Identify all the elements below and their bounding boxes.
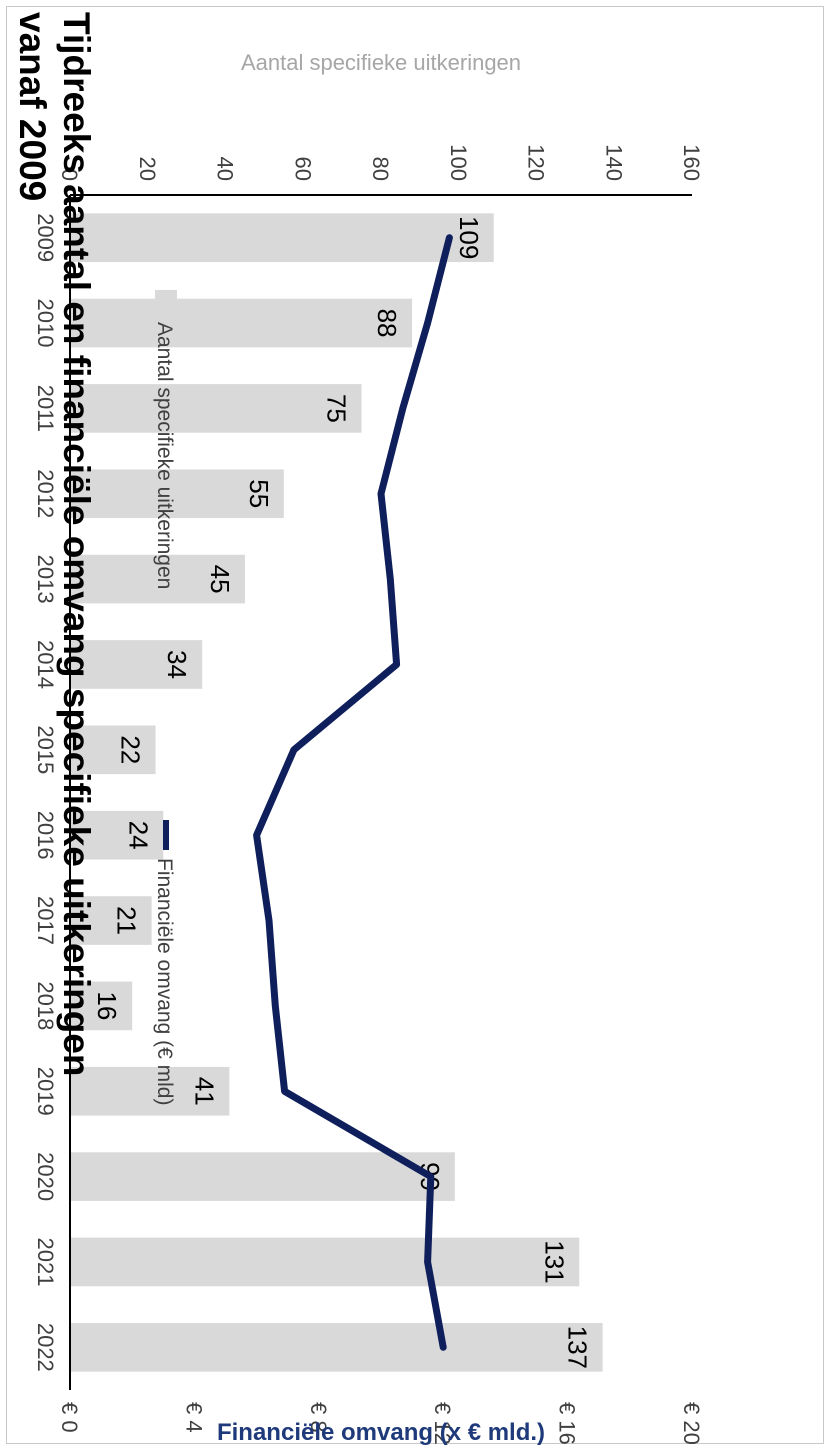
primary-axis-title: Aantal specifieke uitkeringen: [241, 50, 521, 75]
secondary-axis-tick-labels: € 0 € 4 € 8 € 12 € 16 € 20: [57, 1402, 704, 1445]
secondary-tick-5: € 20: [679, 1402, 704, 1445]
financiele-omvang-line: [253, 234, 453, 1351]
bar-2020: [70, 1152, 455, 1201]
secondary-tick-2: € 8: [306, 1402, 331, 1433]
x-tick-2016: 2016: [33, 811, 58, 860]
bar-label-2017: 21: [112, 906, 142, 935]
bar-label-2019: 41: [189, 1077, 219, 1106]
x-tick-2021: 2021: [33, 1237, 58, 1286]
bar-label-2012: 55: [244, 479, 274, 508]
bar-label-2011: 75: [322, 394, 352, 423]
bar-label-2013: 45: [205, 565, 235, 594]
bar-2019: [70, 1066, 230, 1116]
secondary-axis-title: Financiële omvang (x € mld.): [217, 1419, 545, 1446]
x-tick-2019: 2019: [33, 1067, 58, 1116]
secondary-tick-4: € 16: [555, 1402, 580, 1445]
bar-label-2018: 16: [92, 991, 122, 1020]
primary-tick-120: 120: [524, 144, 549, 181]
x-tick-2009: 2009: [33, 213, 58, 262]
primary-tick-0: 0: [57, 169, 82, 181]
bar-2013: [70, 554, 245, 604]
primary-axis-tick-labels: 0 20 40 60 80 100 120 140 160: [57, 144, 704, 181]
bar-label-2022: 137: [563, 1326, 593, 1369]
legend-line-label: Financiële omvang (€ mld): [153, 858, 176, 1105]
primary-tick-20: 20: [135, 157, 160, 181]
primary-tick-160: 160: [679, 144, 704, 181]
x-tick-2010: 2010: [33, 299, 58, 348]
bar-2016: [69, 810, 164, 860]
bar-label-2021: 131: [539, 1240, 569, 1283]
secondary-tick-1: € 4: [181, 1402, 206, 1433]
bars-group: [69, 213, 603, 1372]
x-tick-2013: 2013: [33, 555, 58, 604]
x-tick-2015: 2015: [33, 725, 58, 774]
primary-tick-80: 80: [368, 157, 393, 181]
bar-2010: [70, 298, 413, 348]
primary-tick-40: 40: [213, 157, 238, 181]
x-tick-2017: 2017: [33, 896, 58, 945]
bar-2022: [69, 1322, 603, 1372]
legend-bar-swatch: [155, 290, 177, 312]
primary-tick-140: 140: [601, 144, 626, 181]
bar-label-2010: 88: [372, 309, 402, 338]
secondary-tick-3: € 12: [430, 1402, 455, 1445]
chart-frame: [6, 6, 824, 1444]
bar-label-2009: 109: [454, 216, 484, 259]
bar-2018: [70, 981, 133, 1031]
x-tick-2011: 2011: [33, 385, 58, 432]
secondary-tick-0: € 0: [57, 1402, 82, 1433]
primary-tick-100: 100: [446, 144, 471, 181]
bar-2015: [70, 725, 156, 775]
x-tick-2022: 2022: [33, 1323, 58, 1372]
bar-label-2014: 34: [162, 650, 192, 679]
x-tick-2012: 2012: [33, 469, 58, 518]
x-tick-2018: 2018: [33, 981, 58, 1030]
bar-2014: [69, 640, 203, 689]
x-tick-2020: 2020: [33, 1152, 58, 1201]
primary-tick-60: 60: [290, 157, 315, 181]
chart-title-line-1: Tijdreeks aantal en financiële omvang sp…: [56, 12, 97, 1077]
x-tick-2014: 2014: [33, 640, 58, 689]
bar-label-2016: 24: [123, 821, 153, 850]
bar-label-2015: 22: [116, 735, 146, 764]
bar-2009: [70, 213, 494, 263]
x-tick-labels: 2009 2010 2011 2012 2013 2014 2015 2016 2017 2018…: [33, 213, 58, 1372]
bar-2011: [70, 384, 362, 433]
chart-title-line-2: vanaf 2009: [12, 12, 53, 201]
bar-2017: [70, 896, 152, 945]
bar-2021: [69, 1237, 580, 1287]
legend-bar-label: Aantal specifieke uitkeringen: [153, 322, 176, 589]
bar-2012: [70, 469, 284, 519]
